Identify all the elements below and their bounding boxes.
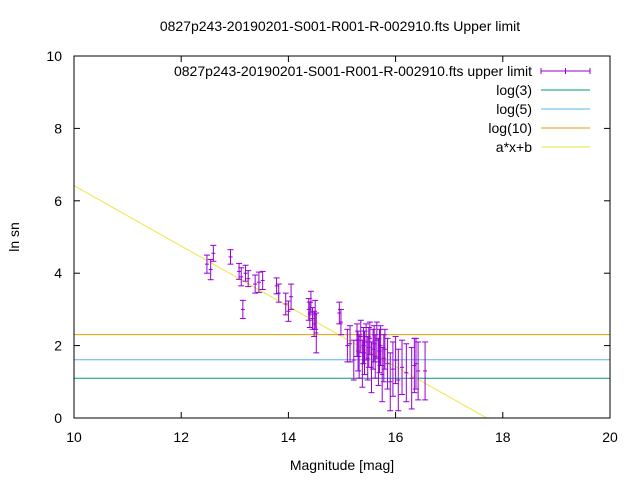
y-tick-label: 8: [54, 120, 62, 136]
x-tick-label: 12: [173, 429, 189, 445]
y-tick-label: 2: [54, 338, 62, 354]
data-point: [252, 274, 259, 294]
data-point: [227, 249, 234, 265]
legend-label: 0827p243-20190201-S001-R001-R-002910.fts…: [174, 63, 532, 79]
data-point: [282, 292, 289, 316]
data-point: [336, 301, 343, 325]
data-point: [387, 352, 394, 412]
data-point: [366, 321, 373, 356]
chart-title: 0827p243-20190201-S001-R001-R-002910.fts…: [160, 18, 520, 34]
data-point: [203, 254, 210, 274]
x-axis-label: Magnitude [mag]: [290, 457, 394, 473]
data-point: [239, 299, 246, 319]
legend-label: log(10): [488, 120, 532, 136]
x-tick-label: 20: [602, 429, 618, 445]
data-point: [275, 283, 282, 303]
x-tick-label: 16: [388, 429, 404, 445]
data-point: [357, 319, 364, 354]
data-point: [312, 299, 319, 330]
y-tick-label: 4: [54, 265, 62, 281]
legend-label: log(5): [496, 101, 532, 117]
data-point: [238, 267, 245, 287]
data-point: [377, 325, 384, 367]
x-tick-label: 18: [495, 429, 511, 445]
x-tick-label: 14: [281, 429, 297, 445]
data-point: [395, 348, 402, 412]
data-point: [347, 325, 354, 363]
data-point: [337, 308, 344, 336]
y-tick-label: 0: [54, 410, 62, 426]
data-point: [408, 346, 415, 410]
legend-label: a*x+b: [496, 139, 532, 155]
data-point: [242, 264, 249, 282]
data-point: [381, 328, 388, 370]
fit-line: [74, 185, 488, 418]
data-point: [371, 325, 378, 363]
data-point: [313, 312, 320, 354]
data-point: [255, 271, 262, 293]
data-point: [285, 300, 292, 322]
data-point: [207, 258, 214, 281]
data-point: [422, 341, 429, 401]
data-point: [415, 341, 422, 401]
y-tick-label: 6: [54, 193, 62, 209]
y-axis-label: ln sn: [6, 222, 22, 252]
data-point: [380, 334, 387, 383]
y-tick-label: 10: [46, 48, 62, 64]
data-point: [210, 244, 217, 262]
data-point: [288, 283, 295, 310]
plot-area: [74, 185, 610, 418]
data-point: [245, 270, 252, 288]
data-point: [350, 339, 357, 381]
data-point: [399, 339, 406, 395]
legend-label: log(3): [496, 82, 532, 98]
data-point: [384, 337, 391, 390]
data-point: [403, 343, 410, 403]
legend: 0827p243-20190201-S001-R001-R-002910.fts…: [174, 63, 591, 155]
data-point: [259, 270, 266, 290]
data-point: [389, 341, 396, 397]
plot-frame: [73, 55, 611, 419]
x-tick-label: 10: [66, 429, 82, 445]
data-point: [392, 336, 399, 385]
